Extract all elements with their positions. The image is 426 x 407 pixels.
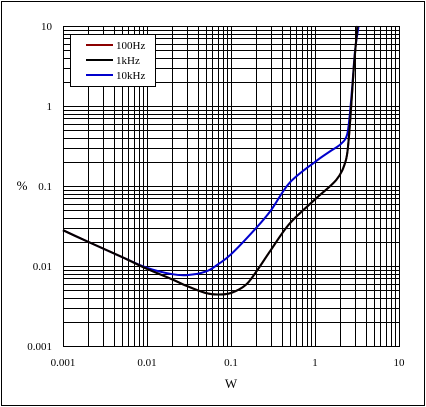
y-tick-labels: 0.001 0.01 0.1 1 10 bbox=[27, 21, 52, 353]
y-tick-label: 0.001 bbox=[27, 341, 52, 353]
x-axis-label: W bbox=[225, 376, 238, 391]
legend: 100Hz 1kHz 10kHz bbox=[70, 34, 156, 87]
y-tick-label: 0.01 bbox=[33, 261, 52, 273]
series-line-1khz bbox=[62, 25, 359, 296]
x-tick-label: 0.001 bbox=[51, 357, 76, 369]
y-tick-label: 0.1 bbox=[38, 181, 52, 193]
x-tick-label: 0.01 bbox=[137, 357, 156, 369]
y-tick-label: 1 bbox=[47, 101, 53, 113]
x-tick-labels: 0.001 0.01 0.1 1 10 bbox=[51, 357, 405, 369]
y-tick-label: 10 bbox=[41, 21, 53, 33]
legend-label-100hz: 100Hz bbox=[116, 40, 145, 52]
x-tick-label: 1 bbox=[312, 357, 318, 369]
x-tick-label: 10 bbox=[394, 357, 406, 369]
legend-label-10khz: 10kHz bbox=[116, 70, 145, 82]
series-curves bbox=[62, 25, 360, 296]
plot-area-border bbox=[63, 26, 400, 347]
x-tick-label: 0.1 bbox=[224, 357, 238, 369]
legend-label-1khz: 1kHz bbox=[116, 55, 140, 67]
y-axis-label: % bbox=[17, 178, 28, 193]
